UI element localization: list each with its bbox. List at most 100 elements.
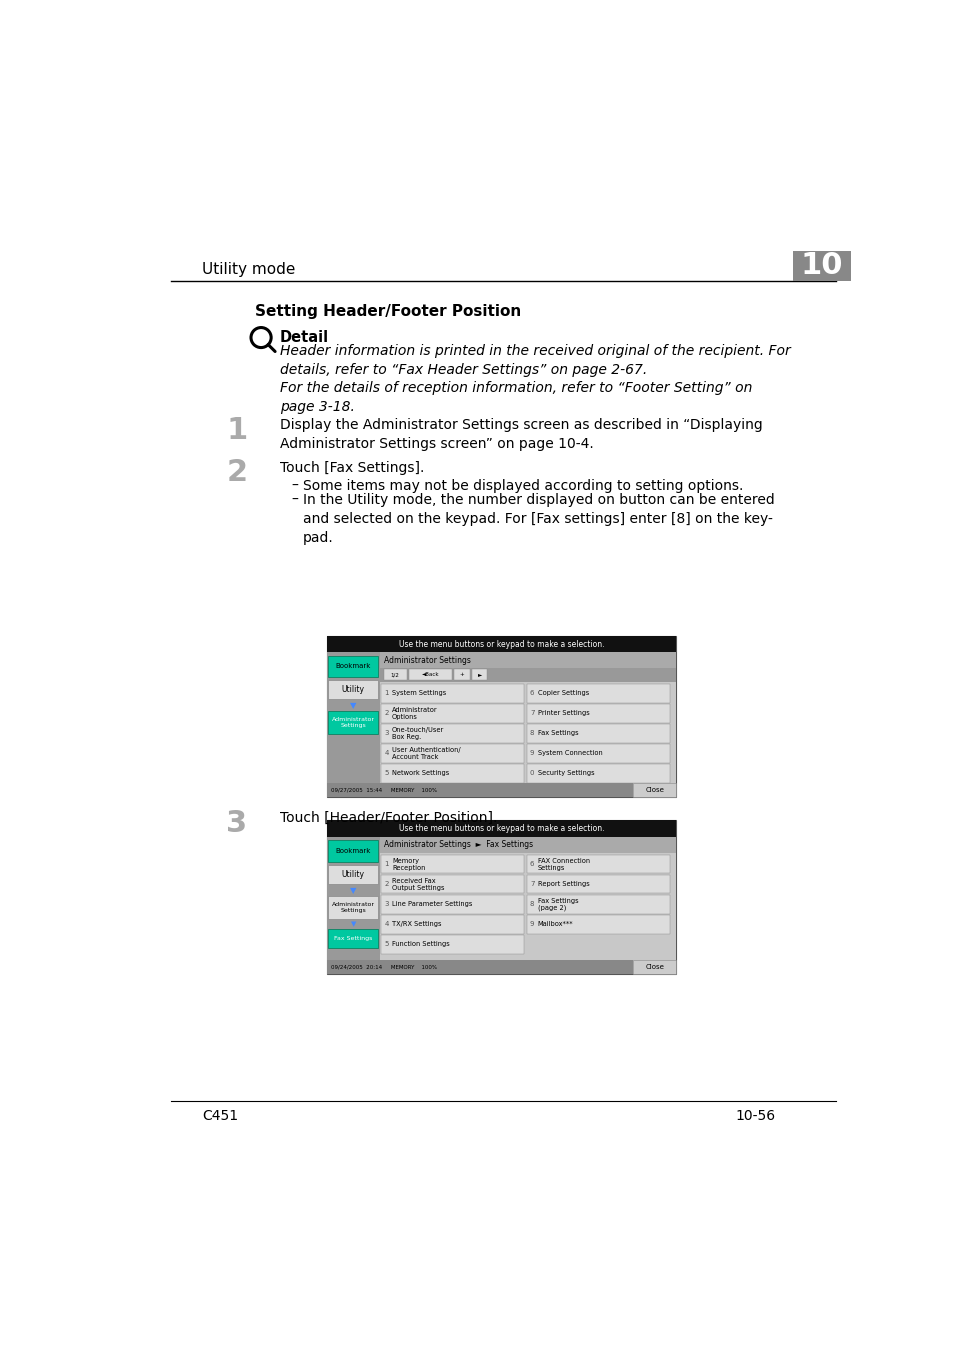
Text: 3: 3 <box>384 902 389 907</box>
Text: Utility mode: Utility mode <box>202 262 295 277</box>
Bar <box>633 960 675 975</box>
Bar <box>409 670 452 680</box>
Text: One-touch/User
Box Reg.: One-touch/User Box Reg. <box>392 726 444 740</box>
Text: Touch [Header/Footer Position].: Touch [Header/Footer Position]. <box>279 811 497 825</box>
Text: Report Settings: Report Settings <box>537 882 589 887</box>
Bar <box>472 670 487 680</box>
Text: ►: ► <box>477 672 481 678</box>
Text: Display the Administrator Settings screen as described in “Displaying
Administra: Display the Administrator Settings scree… <box>279 417 761 451</box>
Text: 09/27/2005  15:44     MEMORY    100%: 09/27/2005 15:44 MEMORY 100% <box>331 788 436 792</box>
Text: Printer Settings: Printer Settings <box>537 710 589 717</box>
Text: 1/2: 1/2 <box>391 672 399 678</box>
Bar <box>328 896 377 919</box>
Bar <box>454 670 469 680</box>
Text: 5: 5 <box>384 771 388 776</box>
Text: Administrator Settings  ►  Fax Settings: Administrator Settings ► Fax Settings <box>383 841 532 849</box>
Text: 2: 2 <box>384 882 388 887</box>
Text: Memory
Reception: Memory Reception <box>392 857 425 871</box>
Bar <box>328 929 377 948</box>
Text: ▼: ▼ <box>350 701 356 710</box>
Bar <box>328 656 377 678</box>
Bar <box>526 915 669 934</box>
Text: Fax Settings: Fax Settings <box>334 936 372 941</box>
Text: Use the menu buttons or keypad to make a selection.: Use the menu buttons or keypad to make a… <box>398 640 603 648</box>
Bar <box>328 680 377 699</box>
Bar <box>327 821 675 837</box>
Text: 3: 3 <box>384 730 389 736</box>
Text: Detail: Detail <box>279 329 329 344</box>
Bar <box>327 636 675 652</box>
Text: Mailbox***: Mailbox*** <box>537 921 573 927</box>
Bar <box>327 821 675 975</box>
Text: 4: 4 <box>384 921 388 927</box>
Bar <box>526 705 669 722</box>
Bar <box>327 783 633 798</box>
Text: 5: 5 <box>384 941 388 948</box>
Bar <box>381 895 523 914</box>
Text: 7: 7 <box>530 882 534 887</box>
Bar <box>381 915 523 934</box>
Bar <box>381 744 523 763</box>
Text: Fax Settings: Fax Settings <box>537 730 578 736</box>
Bar <box>379 652 675 798</box>
Bar <box>526 724 669 742</box>
Bar <box>383 670 406 680</box>
Text: 3: 3 <box>226 809 247 838</box>
Text: 2: 2 <box>384 710 388 717</box>
Text: Utility: Utility <box>341 871 364 879</box>
Bar <box>327 837 379 975</box>
Text: Network Settings: Network Settings <box>392 771 449 776</box>
Text: 0: 0 <box>530 771 534 776</box>
Bar <box>526 875 669 894</box>
Text: Header information is printed in the received original of the recipient. For
det: Header information is printed in the rec… <box>279 344 790 378</box>
Bar <box>526 895 669 914</box>
Text: Received Fax
Output Settings: Received Fax Output Settings <box>392 878 444 891</box>
Text: 09/24/2005  20:14     MEMORY    100%: 09/24/2005 20:14 MEMORY 100% <box>331 965 436 969</box>
Text: 7: 7 <box>530 710 534 717</box>
Text: In the Utility mode, the number displayed on button can be entered
and selected : In the Utility mode, the number displaye… <box>303 493 774 545</box>
Text: Close: Close <box>644 964 663 971</box>
Text: Setting Header/Footer Position: Setting Header/Footer Position <box>254 305 520 320</box>
Text: User Authentication/
Account Track: User Authentication/ Account Track <box>392 747 460 760</box>
Text: Touch [Fax Settings].: Touch [Fax Settings]. <box>279 460 423 475</box>
Bar <box>381 724 523 742</box>
Text: Administrator
Settings: Administrator Settings <box>332 717 375 728</box>
Text: System Connection: System Connection <box>537 751 602 756</box>
Text: Use the menu buttons or keypad to make a selection.: Use the menu buttons or keypad to make a… <box>398 825 603 833</box>
Text: 8: 8 <box>530 902 534 907</box>
Bar <box>381 684 523 702</box>
Bar <box>328 840 377 861</box>
Bar <box>327 652 379 798</box>
Text: 10-56: 10-56 <box>735 1110 775 1123</box>
Text: 9: 9 <box>530 921 534 927</box>
Bar <box>379 837 675 853</box>
Bar <box>381 875 523 894</box>
Text: Security Settings: Security Settings <box>537 771 594 776</box>
Text: 1: 1 <box>226 416 247 446</box>
Text: 4: 4 <box>384 751 388 756</box>
Bar <box>327 636 675 798</box>
Text: 2: 2 <box>226 459 247 487</box>
Bar <box>633 783 675 798</box>
Text: 6: 6 <box>530 861 534 867</box>
Text: Bookmark: Bookmark <box>335 848 371 855</box>
Bar <box>526 764 669 783</box>
Bar <box>381 936 523 953</box>
Text: Administrator Settings: Administrator Settings <box>383 656 470 664</box>
Text: System Settings: System Settings <box>392 690 446 697</box>
Text: Bookmark: Bookmark <box>335 663 371 670</box>
Bar <box>381 855 523 873</box>
Text: C451: C451 <box>202 1110 238 1123</box>
Text: Some items may not be displayed according to setting options.: Some items may not be displayed accordin… <box>303 479 742 493</box>
Text: –: – <box>291 479 298 493</box>
Text: –: – <box>291 493 298 508</box>
Bar <box>328 711 377 734</box>
Text: Administrator
Settings: Administrator Settings <box>332 902 375 913</box>
Text: For the details of reception information, refer to “Footer Setting” on
page 3-18: For the details of reception information… <box>279 382 751 414</box>
Bar <box>379 652 675 668</box>
Text: 1: 1 <box>384 690 389 697</box>
Text: 6: 6 <box>530 690 534 697</box>
Text: Line Parameter Settings: Line Parameter Settings <box>392 902 472 907</box>
Text: Function Settings: Function Settings <box>392 941 449 948</box>
Text: +: + <box>459 672 464 678</box>
